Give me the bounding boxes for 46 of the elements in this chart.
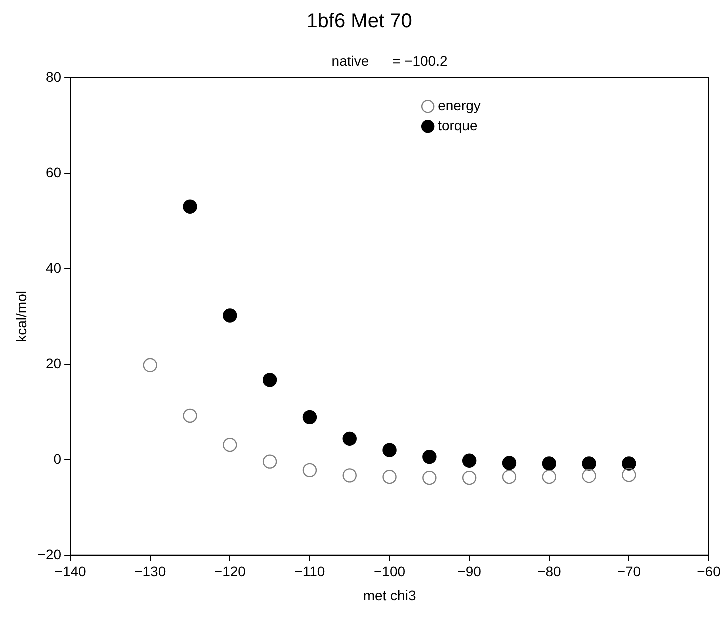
point xyxy=(502,470,517,484)
point xyxy=(183,200,198,214)
point xyxy=(382,443,397,458)
x-tick-label: −120 xyxy=(214,564,246,580)
point xyxy=(582,456,596,471)
x-tick-label: −140 xyxy=(54,564,87,580)
point xyxy=(183,408,198,424)
x-tick-label: −130 xyxy=(134,564,166,580)
point xyxy=(223,308,238,323)
x-tick-label: −60 xyxy=(697,564,722,580)
point xyxy=(502,456,517,470)
chart-subtitle: native = −100.2 xyxy=(332,52,448,69)
point xyxy=(342,432,357,446)
y-tick-label: 0 xyxy=(54,450,62,467)
x-tick-label: −90 xyxy=(458,564,482,580)
point xyxy=(422,450,437,464)
point xyxy=(542,470,556,484)
x-axis-title: met chi3 xyxy=(363,587,416,604)
x-tick-label: −80 xyxy=(538,564,562,580)
point xyxy=(622,468,636,482)
point xyxy=(342,468,357,483)
point xyxy=(382,470,397,484)
y-tick-label: 20 xyxy=(46,355,62,372)
point xyxy=(542,456,556,471)
point xyxy=(262,454,278,469)
point xyxy=(223,438,238,452)
x-tick-label: −110 xyxy=(294,564,326,580)
point xyxy=(422,470,437,486)
point xyxy=(302,463,318,478)
x-tick-label: −70 xyxy=(617,564,642,580)
y-tick-label: 60 xyxy=(46,164,62,180)
point xyxy=(462,454,477,468)
y-tick-label: 40 xyxy=(46,260,62,276)
y-tick-label: −20 xyxy=(38,546,62,562)
x-tick-label: −100 xyxy=(374,564,406,580)
point xyxy=(262,373,278,388)
point xyxy=(582,469,596,484)
point xyxy=(143,358,158,372)
point xyxy=(462,470,477,486)
legend-label: energy xyxy=(438,98,481,114)
y-axis-title: kcal/mol xyxy=(13,291,30,342)
y-tick-label: 80 xyxy=(46,68,62,85)
chart-title: 1bf6 Met 70 xyxy=(306,10,412,33)
point xyxy=(622,456,636,471)
legend-label: torque xyxy=(438,118,478,134)
point xyxy=(302,410,318,425)
